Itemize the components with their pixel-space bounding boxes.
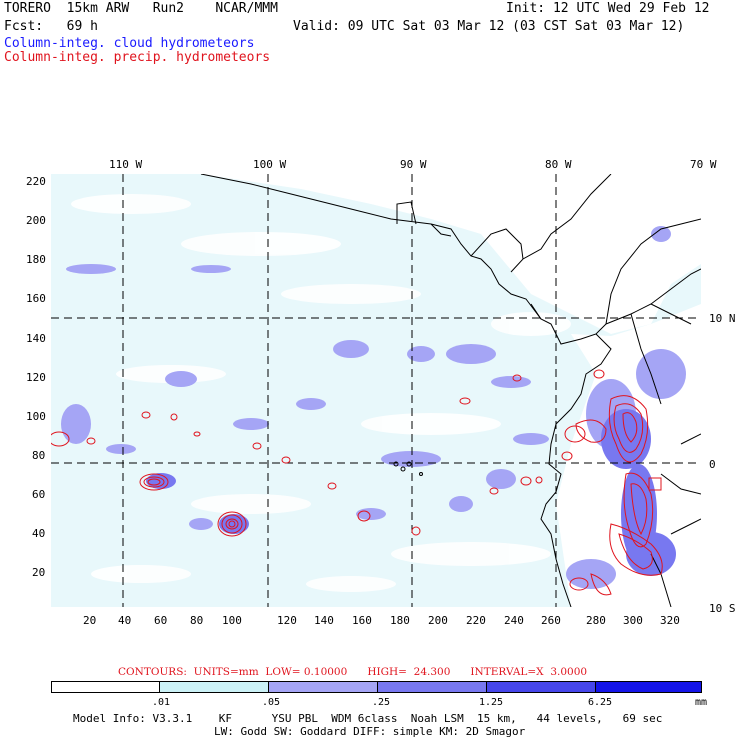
y-tick-220: 220: [26, 175, 46, 188]
y-tick-60: 60: [32, 488, 46, 501]
header-valid-time: Valid: 09 UTC Sat 03 Mar 12 (03 CST Sat …: [293, 19, 685, 34]
y-tick-200: 200: [26, 214, 46, 227]
model-physics-line: LW: Godd SW: Goddard DIFF: simple KM: 2D…: [214, 725, 526, 738]
y-tick-160: 160: [26, 292, 46, 305]
map-canvas: [51, 174, 701, 607]
field-label-precip: Column-integ. precip. hydrometeors: [4, 50, 271, 65]
y-tick-120: 120: [26, 371, 46, 384]
cloud-free-areas: [71, 194, 571, 592]
legend-units: mm: [695, 697, 708, 708]
legend-swatch-4: [378, 682, 487, 692]
contour-info: CONTOURS: UNITS=mm LOW= 0.10000 HIGH= 24…: [118, 666, 588, 678]
x-tick-300: 300: [623, 614, 643, 627]
x-tick-200: 200: [428, 614, 448, 627]
x-tick-20: 20: [83, 614, 97, 627]
coastlines: [200, 174, 701, 607]
x-tick-120: 120: [277, 614, 297, 627]
legend-swatch-1: [52, 682, 160, 692]
x-tick-60: 60: [154, 614, 168, 627]
x-tick-80: 80: [190, 614, 204, 627]
cloud-patches-light: [61, 226, 686, 589]
y-tick-80: 80: [32, 449, 46, 462]
legend-swatch-5: [487, 682, 596, 692]
x-tick-240: 240: [504, 614, 524, 627]
y-tick-180: 180: [26, 253, 46, 266]
map-panel: [51, 174, 701, 607]
x-tick-180: 180: [390, 614, 410, 627]
lat-label-equator: 0: [709, 458, 716, 471]
legend-swatch-3: [269, 682, 378, 692]
x-tick-220: 220: [466, 614, 486, 627]
y-tick-40: 40: [32, 527, 46, 540]
x-tick-160: 160: [352, 614, 372, 627]
legend-label-0-05: .05: [262, 697, 281, 708]
legend-label-0-01: .01: [152, 697, 171, 708]
y-tick-20: 20: [32, 566, 46, 579]
x-tick-40: 40: [118, 614, 132, 627]
x-tick-320: 320: [660, 614, 680, 627]
legend-label-0-25: .25: [372, 697, 391, 708]
field-label-cloud: Column-integ. cloud hydrometeors: [4, 36, 255, 51]
model-info-line: Model Info: V3.3.1 KF YSU PBL WDM 6class…: [73, 712, 663, 725]
lat-label-10n: 10 N: [709, 312, 736, 325]
x-tick-100: 100: [222, 614, 242, 627]
header-init-time: Init: 12 UTC Wed 29 Feb 12: [506, 1, 710, 16]
lon-label-70w: 70 W: [690, 158, 717, 171]
legend-swatch-2: [160, 682, 269, 692]
x-tick-280: 280: [586, 614, 606, 627]
graticule: [51, 174, 701, 607]
x-tick-140: 140: [314, 614, 334, 627]
header-model-run: TORERO 15km ARW Run2 NCAR/MMM: [4, 1, 278, 16]
legend-label-1-25: 1.25: [479, 697, 504, 708]
lat-label-10s: 10 S: [709, 602, 736, 615]
lon-label-110w: 110 W: [109, 158, 143, 171]
legend-swatch-6: [596, 682, 701, 692]
header-forecast-hour: Fcst: 69 h: [4, 19, 98, 34]
lon-label-80w: 80 W: [545, 158, 572, 171]
y-tick-140: 140: [26, 332, 46, 345]
lon-label-100w: 100 W: [253, 158, 287, 171]
x-tick-260: 260: [541, 614, 561, 627]
precip-contours: [51, 369, 663, 596]
legend-colorbar: [51, 681, 702, 693]
galapagos-islands: [393, 461, 423, 476]
lon-label-90w: 90 W: [400, 158, 427, 171]
y-tick-100: 100: [26, 410, 46, 423]
legend-label-6-25: 6.25: [588, 697, 613, 708]
